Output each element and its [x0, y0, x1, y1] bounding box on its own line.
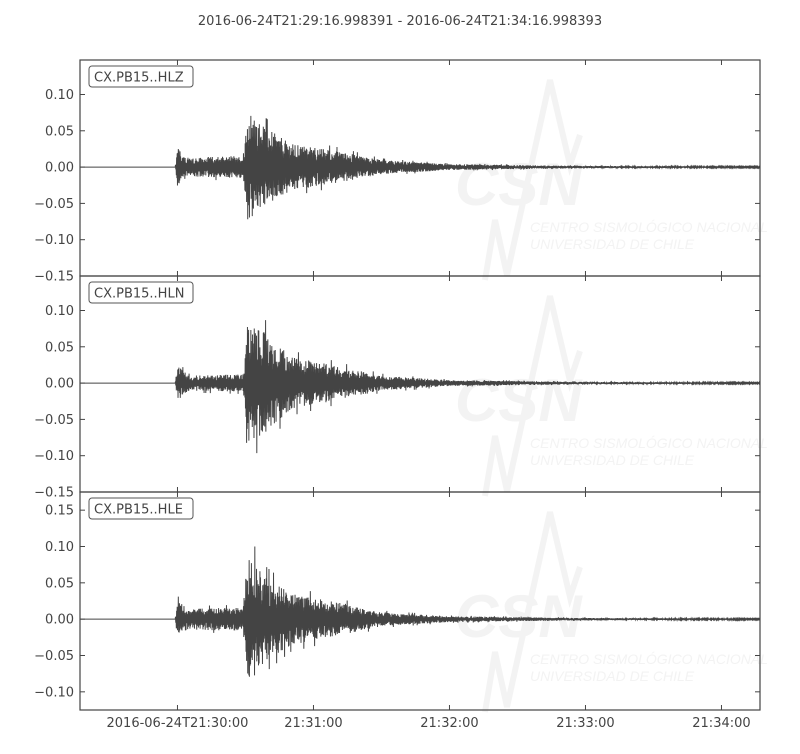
station-label: CX.PB15..HLE: [88, 497, 194, 520]
y-tick-label: 0.05: [45, 124, 74, 139]
csn-watermark-line2: UNIVERSIDAD DE CHILE: [530, 452, 695, 468]
y-tick-label: 0.05: [45, 340, 74, 355]
waveform-trace: [80, 320, 761, 454]
y-tick-label: −0.05: [34, 649, 74, 664]
x-tick-label: 2016-06-24T21:30:00: [107, 716, 249, 731]
y-tick-label: −0.15: [34, 486, 74, 501]
station-label: CX.PB15..HLZ: [88, 65, 194, 88]
waveform-trace: [80, 115, 761, 220]
csn-watermark-logo: CSN: [455, 367, 583, 434]
y-tick-label: 0.10: [45, 88, 74, 103]
station-label-text: CX.PB15..HLE: [94, 503, 183, 518]
figure-title: 2016-06-24T21:29:16.998391 - 2016-06-24T…: [198, 14, 602, 29]
csn-watermark-logo: CSN: [455, 151, 583, 218]
y-tick-label: 0.10: [45, 540, 74, 555]
csn-watermark-line1: CENTRO SISMOLÓGICO NACIONAL: [530, 435, 768, 451]
y-tick-label: −0.05: [34, 197, 74, 212]
y-tick-label: 0.05: [45, 576, 74, 591]
y-tick-label: −0.15: [34, 270, 74, 285]
station-label-box: [88, 497, 194, 520]
csn-watermark-wave: [482, 511, 583, 713]
y-tick-label: 0.10: [45, 304, 74, 319]
csn-watermark-line1: CENTRO SISMOLÓGICO NACIONAL: [530, 219, 768, 235]
y-tick-label: 0.15: [45, 504, 74, 519]
csn-watermark-line2: UNIVERSIDAD DE CHILE: [530, 236, 695, 252]
y-tick-label: −0.10: [34, 685, 74, 700]
station-label-text: CX.PB15..HLZ: [94, 71, 184, 86]
csn-watermark-line1: CENTRO SISMOLÓGICO NACIONAL: [530, 651, 768, 667]
x-tick-label: 21:32:00: [420, 716, 478, 731]
y-tick-label: 0.00: [45, 613, 74, 628]
y-tick-label: −0.10: [34, 449, 74, 464]
waveform-trace: [80, 546, 761, 677]
x-tick-label: 21:33:00: [556, 716, 614, 731]
station-label-box: [88, 281, 194, 304]
station-label: CX.PB15..HLN: [88, 281, 194, 304]
x-tick-label: 21:31:00: [284, 716, 342, 731]
axes-frame: [79, 491, 761, 711]
station-label-box: [88, 65, 194, 88]
csn-watermark-logo: CSN: [455, 583, 583, 650]
y-tick-label: 0.00: [45, 377, 74, 392]
csn-watermark-line2: UNIVERSIDAD DE CHILE: [530, 668, 695, 684]
y-tick-label: −0.10: [34, 233, 74, 248]
csn-watermark-wave: [482, 295, 583, 497]
station-label-text: CX.PB15..HLN: [94, 287, 184, 302]
y-tick-label: −0.05: [34, 413, 74, 428]
csn-watermark-wave: [482, 79, 583, 281]
y-tick-label: 0.00: [45, 161, 74, 176]
x-tick-label: 21:34:00: [692, 716, 750, 731]
